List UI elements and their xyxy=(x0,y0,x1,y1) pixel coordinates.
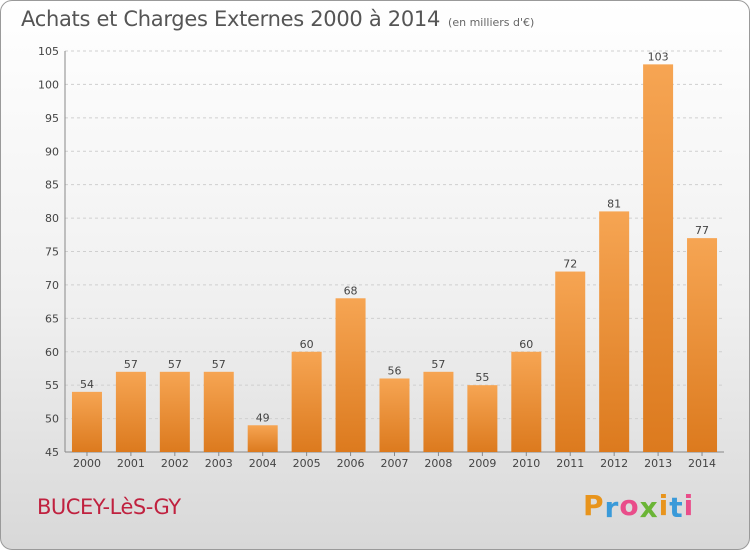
proxiti-logo: Proxiti xyxy=(583,489,695,524)
bar xyxy=(555,271,586,452)
logo-letter: P xyxy=(583,489,605,522)
town-name: BUCEY-LèS-GY xyxy=(37,495,181,519)
logo-letter: t xyxy=(669,491,684,524)
x-tick-label: 2003 xyxy=(205,457,233,470)
logo-letter: x xyxy=(639,491,659,524)
bar xyxy=(247,425,278,452)
x-tick-label: 2014 xyxy=(688,457,716,470)
bar xyxy=(379,378,410,452)
x-tick-label: 2010 xyxy=(512,457,540,470)
bar xyxy=(115,371,146,452)
bar-value-label: 55 xyxy=(475,371,489,384)
chart-title-text: Achats et Charges Externes 2000 à 2014 xyxy=(21,7,441,31)
bar xyxy=(599,211,630,452)
bar xyxy=(687,238,718,452)
bar-value-label: 72 xyxy=(563,258,577,271)
bar xyxy=(467,385,498,452)
y-tick-label: 100 xyxy=(38,78,59,91)
x-tick-label: 2001 xyxy=(117,457,145,470)
bar xyxy=(643,64,674,452)
chart-subtitle: (en milliers d'€) xyxy=(448,16,535,29)
y-tick-label: 50 xyxy=(45,413,59,426)
y-tick-label: 60 xyxy=(45,346,59,359)
x-tick-label: 2005 xyxy=(293,457,321,470)
chart-title: Achats et Charges Externes 2000 à 2014 (e… xyxy=(21,7,534,31)
x-tick-label: 2004 xyxy=(249,457,277,470)
bar xyxy=(71,391,102,452)
bar-value-label: 57 xyxy=(124,358,138,371)
bar xyxy=(335,298,366,452)
y-tick-label: 95 xyxy=(45,112,59,125)
bar-value-label: 81 xyxy=(607,197,621,210)
bar xyxy=(423,371,454,452)
bar-value-label: 57 xyxy=(168,358,182,371)
x-tick-label: 2007 xyxy=(381,457,409,470)
bar-value-label: 57 xyxy=(431,358,445,371)
logo-letter: r xyxy=(604,491,620,524)
x-tick-label: 2009 xyxy=(468,457,496,470)
y-tick-label: 45 xyxy=(45,446,59,459)
logo-letter: i xyxy=(683,489,695,522)
bar xyxy=(291,351,322,452)
x-tick-label: 2013 xyxy=(644,457,672,470)
x-tick-label: 2006 xyxy=(337,457,365,470)
bar-value-label: 60 xyxy=(300,338,314,351)
bar-value-label: 103 xyxy=(648,50,669,63)
y-tick-label: 80 xyxy=(45,212,59,225)
x-tick-label: 2002 xyxy=(161,457,189,470)
y-tick-label: 55 xyxy=(45,379,59,392)
y-tick-label: 65 xyxy=(45,312,59,325)
bar-value-label: 57 xyxy=(212,358,226,371)
y-tick-label: 75 xyxy=(45,246,59,259)
bar xyxy=(159,371,190,452)
y-tick-label: 90 xyxy=(45,145,59,158)
bar-value-label: 68 xyxy=(344,284,358,297)
x-tick-label: 2011 xyxy=(556,457,584,470)
y-tick-label: 70 xyxy=(45,279,59,292)
bar xyxy=(203,371,234,452)
bar xyxy=(511,351,542,452)
bar-value-label: 77 xyxy=(695,224,709,237)
y-tick-label: 105 xyxy=(38,45,59,58)
x-tick-label: 2012 xyxy=(600,457,628,470)
logo-letter: i xyxy=(658,489,670,522)
bar-value-label: 49 xyxy=(256,411,270,424)
bar-value-label: 56 xyxy=(388,364,402,377)
x-tick-label: 2008 xyxy=(424,457,452,470)
bar-value-label: 54 xyxy=(80,378,94,391)
y-tick-label: 85 xyxy=(45,179,59,192)
x-tick-label: 2000 xyxy=(73,457,101,470)
logo-letter: o xyxy=(619,489,640,522)
bar-value-label: 60 xyxy=(519,338,533,351)
